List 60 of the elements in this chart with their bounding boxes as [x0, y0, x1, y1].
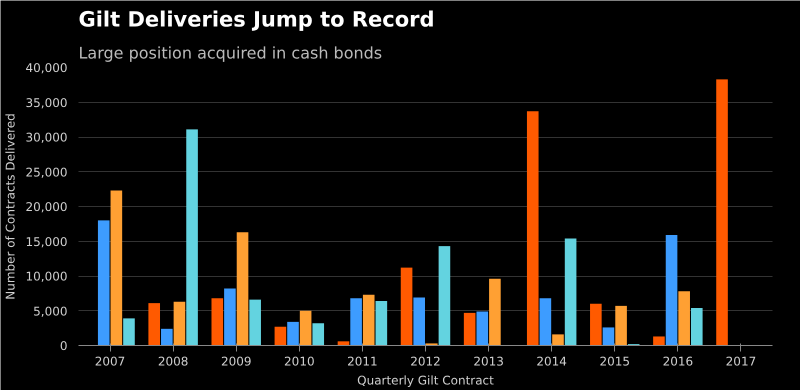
chart-title: Gilt Deliveries Jump to Record — [78, 8, 435, 32]
bar — [476, 311, 488, 346]
bar — [590, 304, 602, 346]
y-tick-label: 40,000 — [26, 61, 68, 75]
bar — [161, 328, 173, 346]
bar — [400, 268, 412, 346]
bar — [540, 298, 552, 346]
x-tick-label: 2017 — [726, 354, 756, 368]
bar — [602, 327, 614, 346]
bar — [98, 220, 110, 346]
x-tick-label: 2009 — [220, 354, 252, 368]
x-tick-label: 2012 — [410, 354, 441, 368]
bar — [564, 238, 576, 346]
y-tick-label: 25,000 — [26, 165, 68, 180]
bar — [274, 326, 286, 346]
y-tick-label: 10,000 — [26, 270, 68, 284]
chart-subtitle: Large position acquired in cash bonds — [78, 44, 382, 62]
bar — [110, 190, 122, 346]
bar — [186, 129, 198, 346]
x-tick-label: 2011 — [347, 354, 378, 368]
bar — [174, 302, 186, 346]
x-tick-label: 2008 — [158, 354, 188, 368]
bar — [716, 79, 728, 346]
bar — [438, 246, 450, 346]
y-tick-label: 5,000 — [33, 304, 68, 318]
bar — [552, 334, 564, 346]
y-tick-label: 15,000 — [26, 234, 68, 249]
bar — [312, 323, 324, 346]
bar — [653, 336, 665, 346]
bar — [300, 310, 312, 346]
bar — [350, 298, 362, 346]
bar — [287, 322, 299, 346]
x-tick-label: 2013 — [473, 354, 504, 368]
bar — [489, 278, 501, 346]
bar — [211, 298, 224, 346]
bar — [615, 306, 627, 346]
x-axis-title: Quarterly Gilt Contract — [357, 374, 494, 388]
x-tick-label: 2015 — [600, 354, 630, 368]
y-tick-label: 30,000 — [26, 130, 68, 144]
y-tick-label: 35,000 — [26, 96, 68, 110]
bar — [690, 308, 703, 346]
y-axis-title: Number of Contracts Delivered — [4, 113, 18, 300]
bar — [526, 111, 539, 346]
bar — [224, 288, 236, 346]
x-tick-label: 2014 — [536, 354, 567, 368]
x-tick-label: 2016 — [662, 354, 694, 368]
x-tick-label: 2010 — [284, 354, 315, 368]
bar — [148, 303, 160, 346]
y-tick-label: 20,000 — [26, 200, 68, 214]
bar — [413, 298, 425, 346]
bar — [678, 291, 690, 346]
x-tick-label: 2007 — [94, 354, 126, 368]
y-tick-label: 0 — [60, 339, 68, 353]
bar — [362, 294, 375, 346]
bar — [123, 318, 135, 346]
bar — [464, 312, 476, 346]
bar — [376, 301, 388, 346]
bar — [236, 232, 248, 346]
bar — [249, 300, 261, 346]
bar — [666, 234, 678, 346]
